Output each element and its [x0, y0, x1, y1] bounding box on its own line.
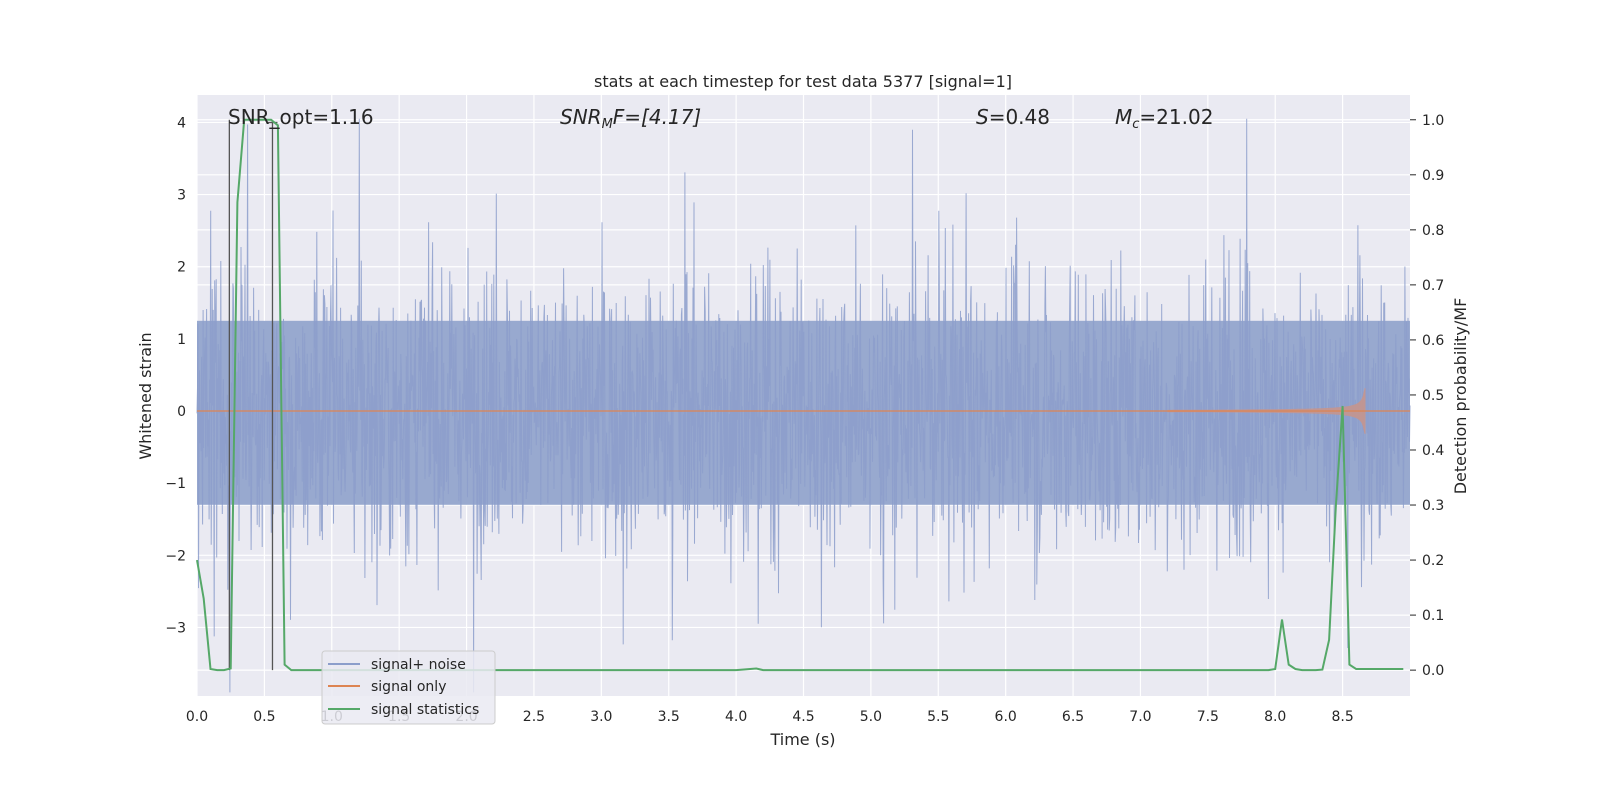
signal-noise-line	[196, 118, 1411, 693]
mc-value: =21.02	[1139, 105, 1213, 129]
y-left-tick-label: 1	[177, 332, 186, 348]
legend-label-signal-statistics: signal statistics	[371, 702, 479, 718]
y-axis-left: −3 −2 −1 0 1 2 3 4	[165, 115, 186, 636]
x-tick-label: 3.0	[590, 709, 612, 725]
signal-noise-series	[196, 118, 1411, 693]
y-left-tick-label: 3	[177, 188, 186, 204]
x-tick-label: 4.5	[792, 709, 814, 725]
snr-mf-symbol: SNR	[560, 105, 602, 129]
y-right-tick-label: 0.0	[1422, 663, 1444, 679]
mc-subscript: c	[1132, 117, 1139, 132]
legend: signal+ noise signal only signal statist…	[321, 650, 496, 725]
x-tick-label: 7.5	[1197, 709, 1219, 725]
y-right-tick-label: 1.0	[1422, 113, 1444, 129]
legend-box	[321, 650, 496, 725]
y-left-tick-label: 4	[177, 115, 186, 131]
y-right-tick-label: 0.2	[1422, 553, 1444, 569]
snr-opt-annotation: SNR_opt=1.16	[228, 105, 374, 129]
snr-mf-annotation: SNRMF=[4.17]	[560, 105, 701, 132]
chart-title: stats at each timestep for test data 537…	[594, 72, 1012, 91]
x-tick-label: 8.5	[1331, 709, 1353, 725]
x-tick-label: 5.0	[860, 709, 882, 725]
s-value: =0.48	[989, 105, 1050, 129]
y-right-tick-label: 0.9	[1422, 168, 1444, 184]
x-tick-label: 7.0	[1129, 709, 1151, 725]
mc-annotation: Mc=21.02	[1115, 105, 1213, 132]
y-right-tick-label: 0.5	[1422, 388, 1444, 404]
x-tick-label: 2.5	[523, 709, 545, 725]
y-left-tick-label: 2	[177, 260, 186, 276]
y-left-tick-label: −1	[165, 476, 186, 492]
legend-label-signal-only: signal only	[371, 679, 446, 695]
y-right-tick-label: 0.7	[1422, 278, 1444, 294]
x-tick-label: 6.0	[995, 709, 1017, 725]
x-axis-label: Time (s)	[769, 730, 835, 749]
y-right-tick-label: 0.6	[1422, 333, 1444, 349]
s-symbol: S	[976, 105, 989, 129]
y-left-tick-label: 0	[177, 404, 186, 420]
snr-mf-value: F=[4.17]	[613, 105, 701, 129]
y-right-tick-label: 0.1	[1422, 608, 1444, 624]
s-annotation: S=0.48	[976, 105, 1050, 129]
x-tick-label: 5.5	[927, 709, 949, 725]
y-right-tick-label: 0.4	[1422, 443, 1444, 459]
x-tick-label: 4.0	[725, 709, 747, 725]
y-axis-left-label: Whitened strain	[136, 332, 155, 459]
snr-mf-subscript: M	[602, 117, 613, 132]
y-axis-right-label: Detection probability/MF	[1451, 298, 1470, 495]
y-axis-right: 0.0 0.1 0.2 0.3 0.4 0.5 0.6 0.7 0.8 0.9 1.0	[1410, 113, 1444, 679]
mc-symbol: M	[1115, 105, 1132, 129]
x-tick-label: 3.5	[658, 709, 680, 725]
y-right-tick-label: 0.8	[1422, 223, 1444, 239]
x-tick-label: 6.5	[1062, 709, 1084, 725]
x-tick-label: 0.5	[253, 709, 275, 725]
x-tick-label: 8.0	[1264, 709, 1286, 725]
y-left-tick-label: −3	[165, 620, 186, 636]
signal-statistics-series	[196, 118, 1404, 672]
y-right-tick-label: 0.3	[1422, 498, 1444, 514]
legend-label-signal-noise: signal+ noise	[371, 657, 466, 673]
y-left-tick-label: −2	[165, 548, 186, 564]
x-tick-label: 0.0	[186, 709, 208, 725]
